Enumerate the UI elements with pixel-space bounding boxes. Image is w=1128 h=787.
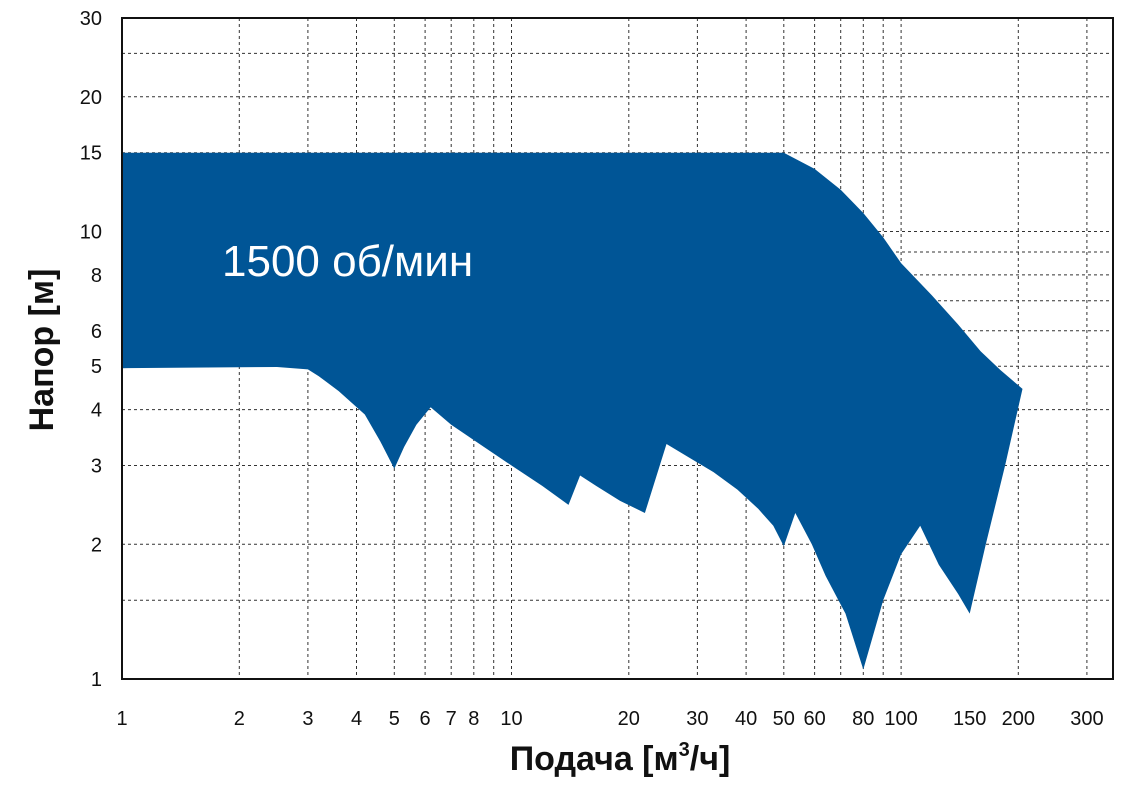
performance-envelope-area [122, 152, 1023, 670]
x-tick-label: 6 [420, 708, 431, 730]
x-axis-ticks: 1 2 3 4 5 6 7 8 10 20 30 40 50 60 80 100 150 200 300 [116, 708, 1103, 730]
x-tick-label: 80 [852, 708, 874, 730]
y-tick-label: 10 [80, 222, 102, 244]
x-axis-title-main: Подача [м [510, 740, 679, 778]
y-tick-label: 30 [80, 8, 102, 30]
y-axis-title: Напор [м] [23, 269, 61, 432]
x-axis-title-superscript: 3 [679, 739, 690, 761]
speed-annotation: 1500 об/мин [222, 237, 473, 286]
x-tick-label: 30 [686, 708, 708, 730]
y-tick-label: 5 [91, 356, 102, 378]
x-tick-label: 10 [500, 708, 522, 730]
x-tick-label: 60 [803, 708, 825, 730]
x-tick-label: 20 [618, 708, 640, 730]
x-axis-title-tail: /ч] [690, 740, 731, 778]
x-tick-label: 2 [234, 708, 245, 730]
x-axis-title: Подача [м3/ч] [510, 739, 731, 778]
x-tick-label: 100 [884, 708, 917, 730]
x-tick-label: 50 [773, 708, 795, 730]
y-tick-label: 3 [91, 456, 102, 478]
x-tick-label: 3 [302, 708, 313, 730]
y-tick-label: 8 [91, 265, 102, 287]
x-tick-label: 7 [446, 708, 457, 730]
x-tick-label: 200 [1002, 708, 1035, 730]
x-tick-label: 300 [1070, 708, 1103, 730]
x-tick-label: 40 [735, 708, 757, 730]
x-tick-label: 4 [351, 708, 362, 730]
x-tick-label: 5 [389, 708, 400, 730]
x-tick-label: 1 [116, 708, 127, 730]
plot-frame [121, 17, 1114, 680]
y-tick-label: 4 [91, 400, 102, 422]
x-tick-label: 150 [953, 708, 986, 730]
y-tick-label: 15 [80, 143, 102, 165]
y-tick-label: 2 [91, 534, 102, 556]
y-tick-label: 1 [91, 669, 102, 691]
y-axis-ticks: 1 2 3 4 5 6 8 10 15 20 30 [80, 8, 102, 691]
y-tick-label: 6 [91, 321, 102, 343]
x-tick-label: 8 [468, 708, 479, 730]
y-tick-label: 20 [80, 87, 102, 109]
